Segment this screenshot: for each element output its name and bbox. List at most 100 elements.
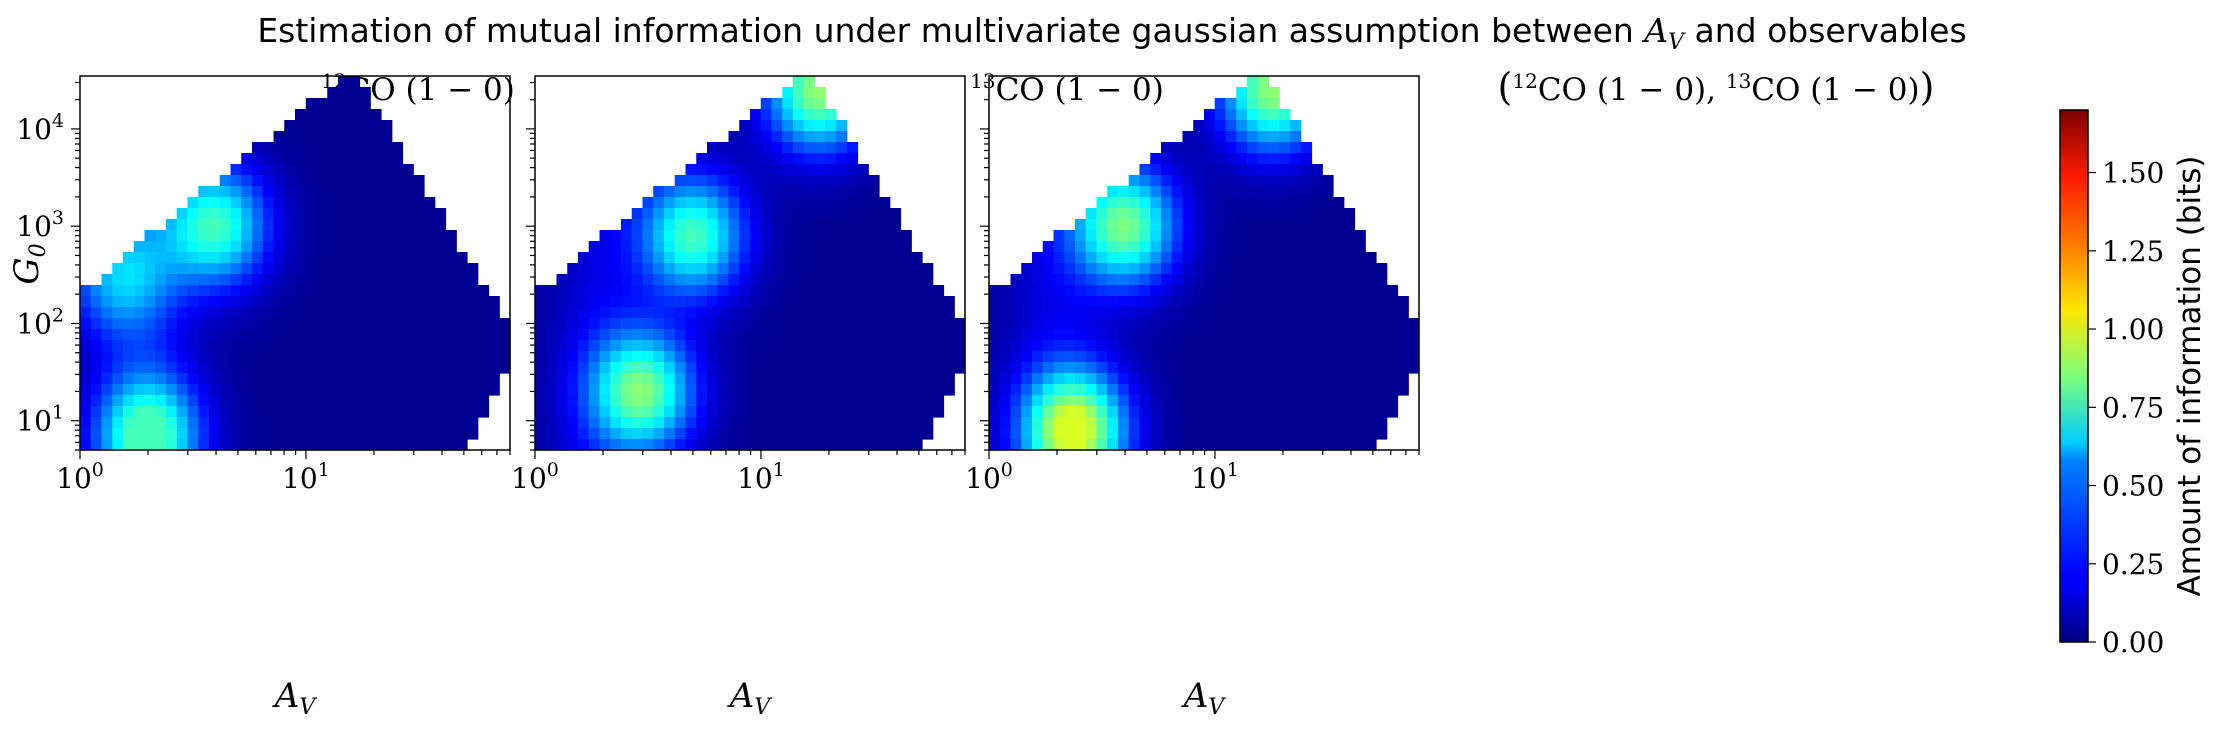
heatmap-cell	[391, 164, 404, 176]
heatmap-cell	[144, 406, 156, 418]
heatmap-cell	[133, 406, 146, 418]
heatmap-cell	[760, 197, 773, 209]
heatmap-cell	[445, 439, 457, 451]
heatmap-cell	[467, 285, 479, 297]
heatmap-cell	[642, 318, 654, 330]
heatmap-cell	[932, 395, 945, 407]
heatmap-cell	[1354, 230, 1366, 242]
heatmap-cell	[857, 406, 869, 418]
heatmap-cell	[499, 351, 511, 363]
heatmap-cell	[846, 230, 859, 242]
heatmap-cell	[911, 406, 923, 418]
heatmap-cell	[133, 296, 146, 308]
heatmap-cell	[771, 406, 783, 418]
heatmap-cell	[771, 329, 783, 341]
heatmap-cell	[1214, 153, 1227, 165]
heatmap-cell	[588, 241, 601, 253]
heatmap-cell	[166, 428, 178, 440]
heatmap-cell	[567, 274, 579, 286]
heatmap-cell	[1247, 285, 1259, 297]
heatmap-cell	[1290, 252, 1302, 264]
heatmap-cell	[327, 373, 339, 385]
heatmap-cell	[545, 329, 558, 341]
heatmap-cell	[445, 362, 457, 374]
heatmap-cell	[305, 329, 318, 341]
heatmap-cell	[166, 318, 178, 330]
heatmap-cell	[803, 351, 816, 363]
heatmap-cell	[814, 417, 826, 429]
heatmap-cell	[1118, 263, 1130, 275]
heatmap-cell	[155, 417, 167, 429]
heatmap-cell	[814, 164, 826, 176]
heatmap-cell	[1171, 417, 1184, 429]
heatmap-cell	[889, 307, 902, 319]
heatmap-cell	[370, 208, 382, 220]
heatmap-cell	[556, 395, 568, 407]
heatmap-cell	[1193, 351, 1205, 363]
heatmap-cell	[717, 241, 730, 253]
heatmap-cell	[911, 362, 923, 374]
heatmap-cell	[1354, 417, 1366, 429]
heatmap-cell	[434, 373, 447, 385]
heatmap-cell	[166, 329, 178, 341]
heatmap-cell	[545, 307, 558, 319]
heatmap-cell	[1139, 384, 1151, 396]
heatmap-cell	[545, 296, 558, 308]
heatmap-cell	[273, 263, 285, 275]
heatmap-cell	[717, 428, 730, 440]
panel-title-12co: 12CO (1 − 0)	[321, 69, 515, 108]
heatmap-cell	[1085, 428, 1098, 440]
heatmap-cell	[879, 263, 891, 275]
heatmap-cell	[1021, 384, 1033, 396]
heatmap-cell	[1225, 318, 1237, 330]
heatmap-cell	[1225, 384, 1237, 396]
heatmap-cell	[1161, 296, 1173, 308]
heatmap-cell	[1075, 362, 1087, 374]
heatmap-cell	[760, 219, 773, 231]
heatmap-cell	[868, 406, 880, 418]
heatmap-cell	[771, 186, 783, 198]
heatmap-cell	[1279, 197, 1291, 209]
heatmap-cell	[999, 340, 1012, 352]
heatmap-cell	[1150, 373, 1162, 385]
heatmap-cell	[1214, 197, 1227, 209]
heatmap-cell	[1053, 395, 1065, 407]
heatmap-cell	[241, 219, 253, 231]
heatmap-cell	[814, 395, 826, 407]
heatmap-cell	[1118, 417, 1130, 429]
heatmap-cell	[252, 340, 264, 352]
heatmap-cell	[230, 384, 242, 396]
heatmap-cell	[1150, 362, 1162, 374]
heatmap-cell	[588, 428, 601, 440]
heatmap-cell	[814, 340, 826, 352]
heatmap-cell	[305, 285, 318, 297]
heatmap-cell	[1322, 362, 1334, 374]
heatmap-cell	[1257, 241, 1270, 253]
heatmap-cell	[1193, 120, 1205, 132]
heatmap-cell	[391, 340, 404, 352]
heatmap-cell	[1247, 87, 1259, 99]
heatmap-cell	[445, 252, 457, 264]
heatmap-cell	[1386, 329, 1399, 341]
heatmap-cell	[1139, 307, 1151, 319]
heatmap-cell	[80, 362, 92, 374]
heatmap-cell	[782, 241, 794, 253]
heatmap-cell	[241, 274, 253, 286]
heatmap-cell	[739, 230, 751, 242]
heatmap-cell	[1354, 439, 1366, 451]
heatmap-cell	[999, 296, 1012, 308]
heatmap-cell	[1257, 197, 1270, 209]
heatmap-cell	[1268, 241, 1280, 253]
heatmap-cell	[327, 98, 339, 110]
heatmap-cell	[793, 340, 805, 352]
heatmap-cell	[1247, 175, 1259, 187]
heatmap-cell	[1053, 340, 1065, 352]
heatmap-cell	[477, 296, 490, 308]
heatmap-cell	[1096, 318, 1108, 330]
heatmap-cell	[954, 351, 966, 363]
heatmap-cell	[176, 395, 189, 407]
heatmap-cell	[219, 252, 232, 264]
heatmap-cell	[359, 153, 371, 165]
heatmap-cell	[750, 384, 762, 396]
heatmap-cell	[728, 153, 740, 165]
